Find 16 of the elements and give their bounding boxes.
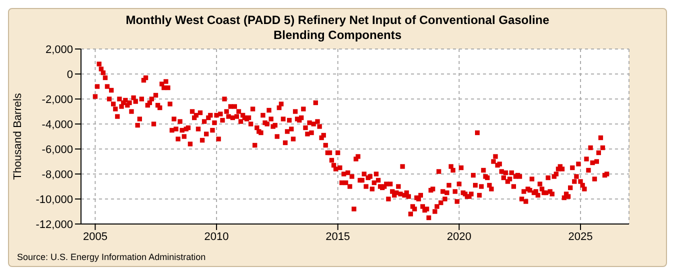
x-tick-label: 2020: [446, 230, 472, 243]
y-tick-label: -4,000: [42, 118, 73, 131]
y-tick-label: 0: [66, 68, 73, 81]
y-tick-label: 2,000: [45, 44, 73, 56]
source-note: Source: U.S. Energy Information Administration: [17, 252, 206, 262]
y-tick-label: -10,000: [36, 194, 73, 206]
x-tick-label: 2010: [204, 230, 229, 243]
y-axis-title: Thousand Barrels: [12, 92, 24, 180]
x-tick-label: 2025: [568, 230, 593, 243]
y-tick-label: -12,000: [36, 218, 73, 231]
x-tick-label: 2015: [326, 230, 350, 243]
y-tick-label: -2,000: [42, 94, 73, 106]
y-tick-label: -6,000: [42, 144, 73, 156]
y-tick-label: -8,000: [42, 168, 73, 181]
chart-title: Monthly West Coast (PADD 5) Refinery Net Input of Conventional Gasoline Blending Components: [124, 12, 550, 43]
x-tick-label: 2005: [82, 230, 108, 243]
